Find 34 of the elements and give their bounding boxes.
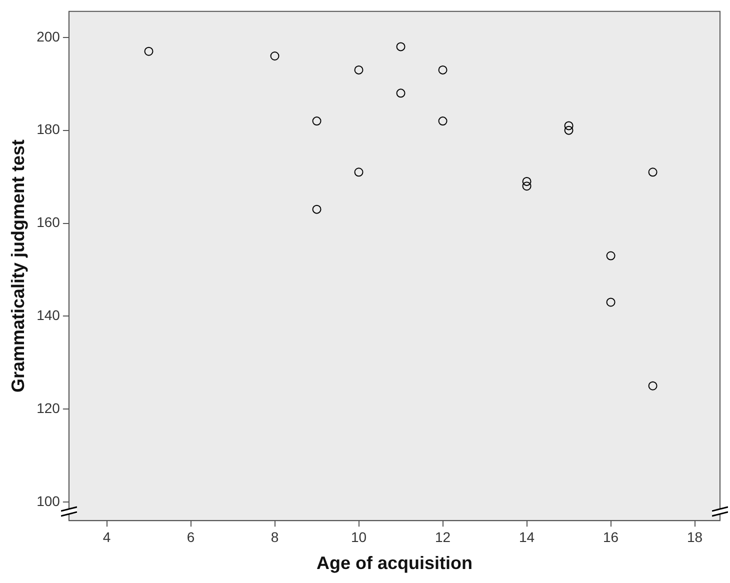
y-tick-label: 140 xyxy=(36,307,60,324)
point xyxy=(648,381,658,390)
x-tick-label: 14 xyxy=(519,528,535,545)
point xyxy=(312,116,322,126)
point xyxy=(354,168,364,177)
y-tick-label: 200 xyxy=(36,28,60,44)
x-tick-label: 12 xyxy=(434,528,451,545)
point xyxy=(396,42,406,52)
y-tick-label: 180 xyxy=(36,121,60,138)
point xyxy=(438,116,448,126)
x-axis-title: Age of acquisition xyxy=(316,553,472,574)
point xyxy=(564,126,574,135)
y-tick-label: 160 xyxy=(36,214,60,230)
point xyxy=(144,46,154,56)
x-tick-label: 18 xyxy=(687,528,703,545)
point xyxy=(606,251,616,260)
point xyxy=(354,65,364,74)
x-tick-label: 16 xyxy=(603,528,619,545)
point xyxy=(438,65,448,74)
point xyxy=(396,88,406,98)
y-tick-label: 100 xyxy=(36,492,60,509)
x-tick-label: 8 xyxy=(270,528,279,545)
point xyxy=(312,204,322,214)
point xyxy=(522,182,532,191)
point xyxy=(606,298,616,307)
point xyxy=(522,176,532,186)
x-tick-label: 4 xyxy=(102,528,111,545)
x-tick-label: 10 xyxy=(350,528,367,545)
point xyxy=(564,121,574,130)
x-tick-label: 6 xyxy=(186,528,195,545)
y-axis-title: Grammaticality judgment test xyxy=(8,139,28,393)
y-tick-label: 120 xyxy=(36,400,60,416)
point xyxy=(648,168,658,177)
point xyxy=(270,52,280,60)
